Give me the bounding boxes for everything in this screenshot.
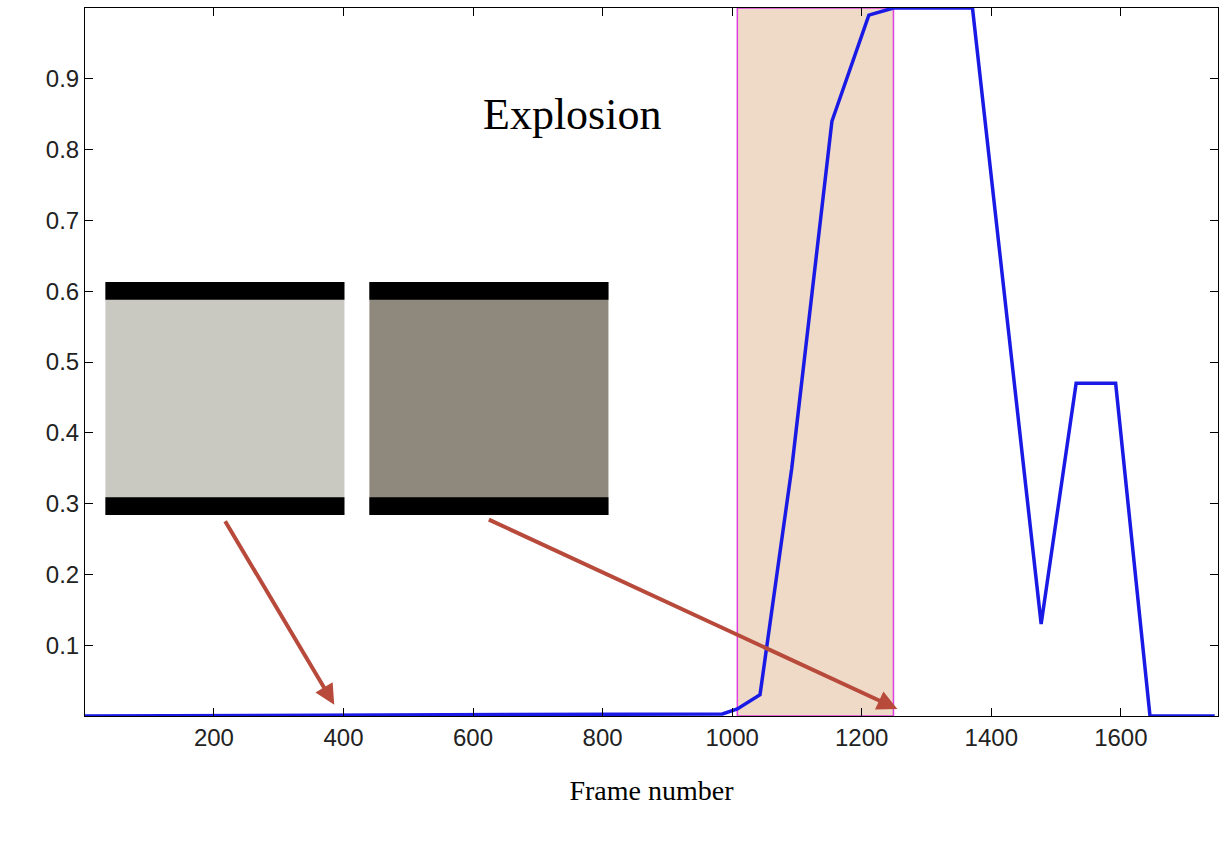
svg-text:600: 600 xyxy=(453,724,493,751)
svg-text:0.7: 0.7 xyxy=(46,207,79,234)
svg-text:1200: 1200 xyxy=(835,724,888,751)
svg-text:0.6: 0.6 xyxy=(46,278,79,305)
svg-text:0.1: 0.1 xyxy=(46,632,79,659)
svg-text:0.8: 0.8 xyxy=(46,136,79,163)
svg-text:1600: 1600 xyxy=(1094,724,1147,751)
svg-text:0.2: 0.2 xyxy=(46,561,79,588)
svg-text:1000: 1000 xyxy=(705,724,758,751)
svg-text:400: 400 xyxy=(323,724,363,751)
svg-text:1400: 1400 xyxy=(965,724,1018,751)
svg-text:200: 200 xyxy=(194,724,234,751)
svg-text:0.4: 0.4 xyxy=(46,419,79,446)
svg-text:0.9: 0.9 xyxy=(46,65,79,92)
svg-text:Explosion: Explosion xyxy=(483,90,661,139)
svg-text:0.3: 0.3 xyxy=(46,490,79,517)
svg-text:800: 800 xyxy=(583,724,623,751)
svg-text:Frame number: Frame number xyxy=(569,775,734,806)
svg-text:0.5: 0.5 xyxy=(46,348,79,375)
